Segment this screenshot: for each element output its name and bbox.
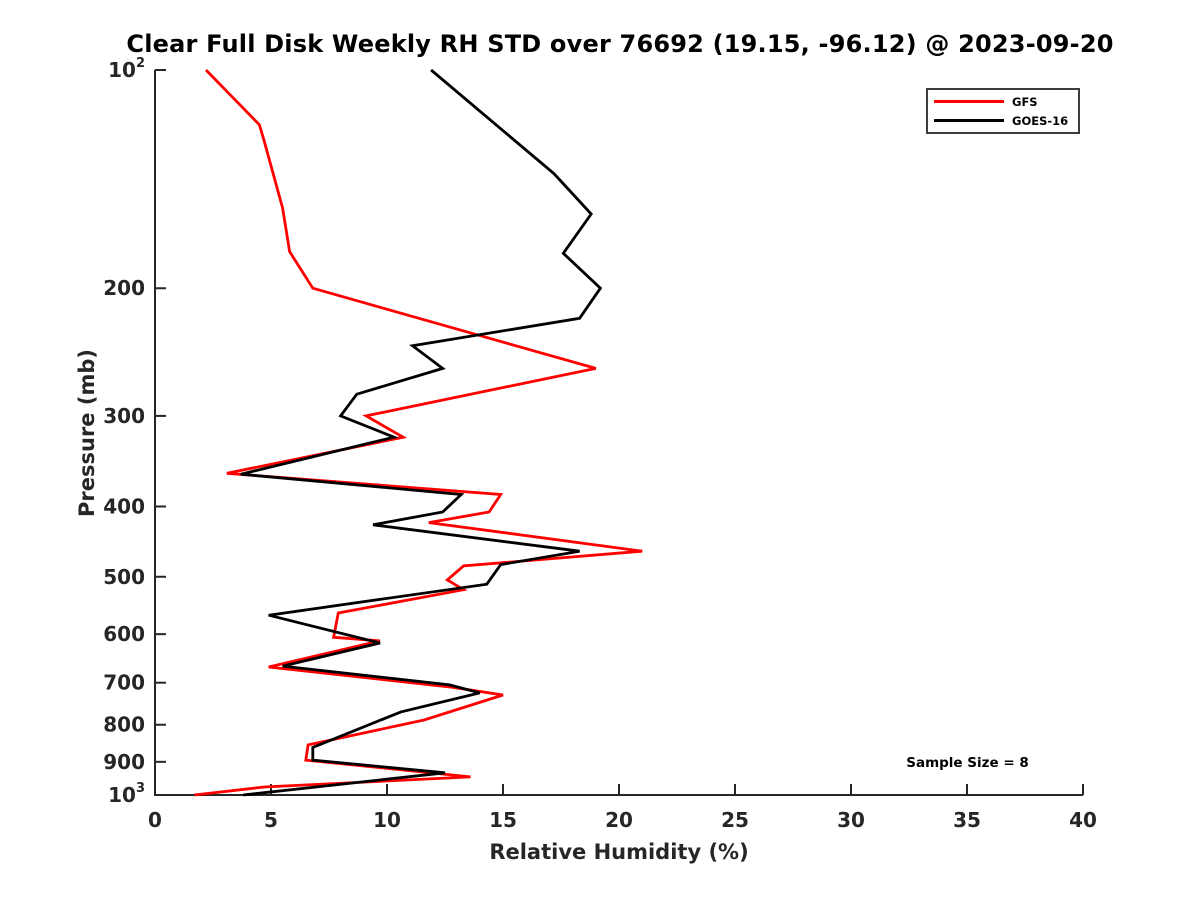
x-tick-label: 25 [721,808,749,832]
x-tick-label: 40 [1069,808,1097,832]
legend-box: GFS GOES-16 [926,88,1080,134]
y-tick-label: 600 [103,622,145,646]
series-gfs-line [194,69,643,797]
x-tick-label: 30 [837,808,865,832]
legend-label-goes16: GOES-16 [1012,113,1069,128]
legend-item-gfs: GFS [934,94,1072,109]
x-tick-label: 5 [264,808,278,832]
legend-item-goes16: GOES-16 [934,113,1072,128]
y-tick-label: 700 [103,671,145,695]
x-tick-label: 0 [148,808,162,832]
goes16-line-swatch [934,119,1004,122]
x-tick-label: 35 [953,808,981,832]
chart-title: Clear Full Disk Weekly RH STD over 76692… [126,30,1114,58]
axis-lines [154,70,1083,796]
y-axis-label: Pressure (mb) [75,349,99,517]
y-tick-label: 800 [103,713,145,737]
y-tick-label: 103 [108,781,145,807]
y-tick-label: 900 [103,750,145,774]
legend-label-gfs: GFS [1012,94,1038,109]
y-tick-label: 400 [103,494,145,518]
x-axis-label: Relative Humidity (%) [489,840,749,864]
y-tick-label: 102 [108,56,145,82]
gfs-line-swatch [934,100,1004,103]
x-tick-label: 15 [489,808,517,832]
x-tick-label: 20 [605,808,633,832]
y-tick-label: 300 [103,404,145,428]
sample-size-annotation: Sample Size = 8 [906,755,1029,771]
x-tick-label: 10 [373,808,401,832]
y-tick-label: 200 [103,276,145,300]
y-tick-label: 500 [103,565,145,589]
series-goes16-line [240,68,603,797]
